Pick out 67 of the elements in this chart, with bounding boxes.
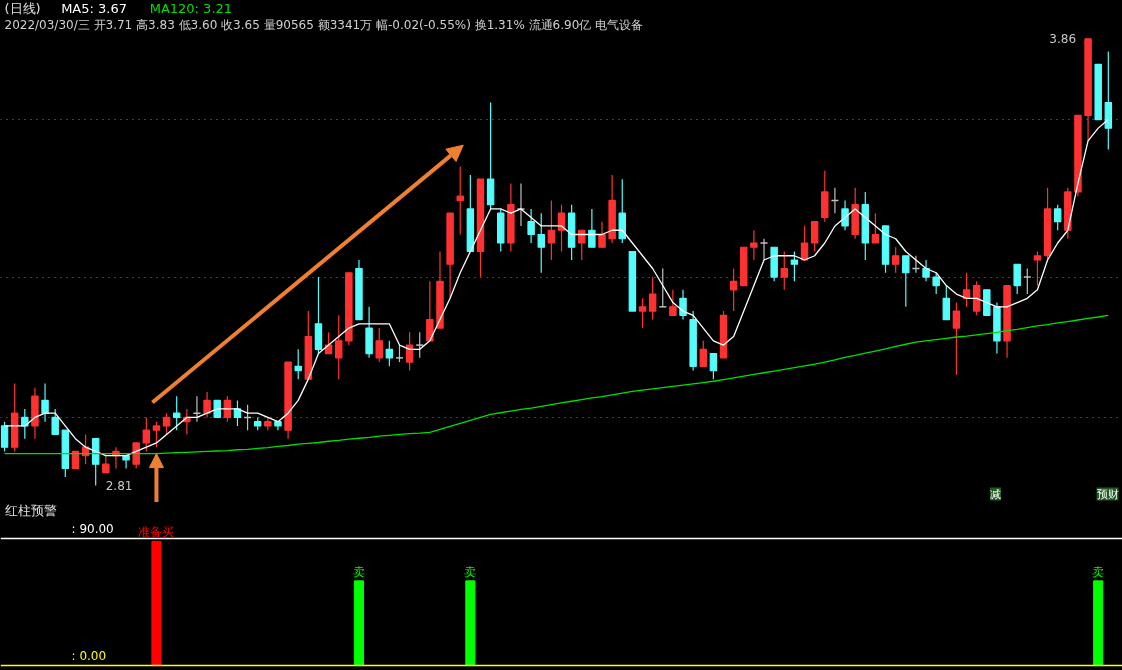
candlestick bbox=[547, 199, 556, 261]
annotation: 预财 bbox=[1096, 487, 1119, 501]
candlestick bbox=[952, 301, 961, 376]
candlestick bbox=[516, 182, 526, 227]
candlestick bbox=[922, 259, 930, 282]
candlestick bbox=[669, 289, 677, 316]
candlestick bbox=[679, 289, 687, 321]
candlestick bbox=[334, 314, 343, 380]
candlestick bbox=[891, 246, 900, 274]
candlestick bbox=[405, 331, 414, 372]
candlestick bbox=[932, 272, 940, 295]
candlestick bbox=[709, 353, 718, 380]
ref-line-label: : 90.00 bbox=[71, 521, 114, 536]
data-label: 准备买 bbox=[138, 525, 175, 540]
candlestick bbox=[192, 395, 202, 423]
candlestick bbox=[375, 327, 383, 363]
candlestick bbox=[598, 221, 606, 248]
candlestick bbox=[51, 408, 59, 436]
candlestick bbox=[172, 395, 181, 431]
chart-title: (日线) bbox=[4, 0, 41, 16]
data-label: 卖 bbox=[1092, 564, 1105, 579]
candlestick bbox=[790, 250, 799, 282]
ref-line-label: : 0.00 bbox=[71, 648, 107, 663]
candlestick bbox=[780, 250, 789, 291]
candlestick bbox=[203, 391, 211, 419]
chart-title: 红柱预警 bbox=[4, 502, 57, 518]
candlestick bbox=[871, 212, 880, 244]
text: 2022/03/30/三 开3.71 高3.83 低3.60 收3.65 量90565 额3341万 幅-0.02(-0.55%) 换1.31% 流通6.90亿 电气设备 bbox=[4, 17, 644, 32]
text: MA5: 3.67 bbox=[61, 0, 127, 16]
candlestick bbox=[415, 331, 425, 359]
candlestick bbox=[152, 421, 161, 448]
candlestick bbox=[588, 208, 596, 248]
candlestick bbox=[1023, 267, 1032, 295]
candlestick bbox=[142, 416, 151, 453]
candlestick bbox=[648, 276, 657, 321]
candlestick bbox=[21, 408, 29, 440]
candlestick bbox=[902, 255, 910, 308]
candlestick bbox=[699, 340, 708, 367]
candlestick bbox=[800, 225, 809, 261]
candlestick bbox=[942, 284, 951, 321]
text: MA120: 3.21 bbox=[149, 0, 233, 16]
annotation: 3.86 bbox=[1049, 32, 1077, 47]
data-label: 卖 bbox=[352, 564, 365, 579]
candlestick bbox=[294, 348, 302, 380]
candlestick bbox=[132, 442, 140, 470]
candlestick bbox=[750, 229, 758, 261]
data-label: 卖 bbox=[464, 564, 477, 579]
candlestick bbox=[1053, 204, 1062, 231]
candlestick bbox=[1033, 250, 1042, 287]
candlestick bbox=[841, 199, 849, 231]
candlestick bbox=[537, 212, 545, 274]
candlestick bbox=[658, 267, 668, 308]
candlestick bbox=[810, 221, 819, 253]
annotation: 2.81 bbox=[105, 478, 133, 493]
candlestick bbox=[162, 412, 171, 436]
candlestick bbox=[456, 165, 464, 236]
candlestick bbox=[578, 229, 586, 261]
annotation: 减 bbox=[990, 487, 1002, 501]
candlestick bbox=[759, 238, 769, 261]
candlestick bbox=[527, 208, 535, 244]
candlestick bbox=[385, 340, 394, 367]
candlestick bbox=[41, 382, 49, 423]
candlestick bbox=[122, 455, 130, 470]
candlestick bbox=[1013, 263, 1021, 295]
candlestick bbox=[0, 421, 9, 453]
candlestick bbox=[426, 280, 434, 342]
candlestick bbox=[638, 297, 647, 329]
